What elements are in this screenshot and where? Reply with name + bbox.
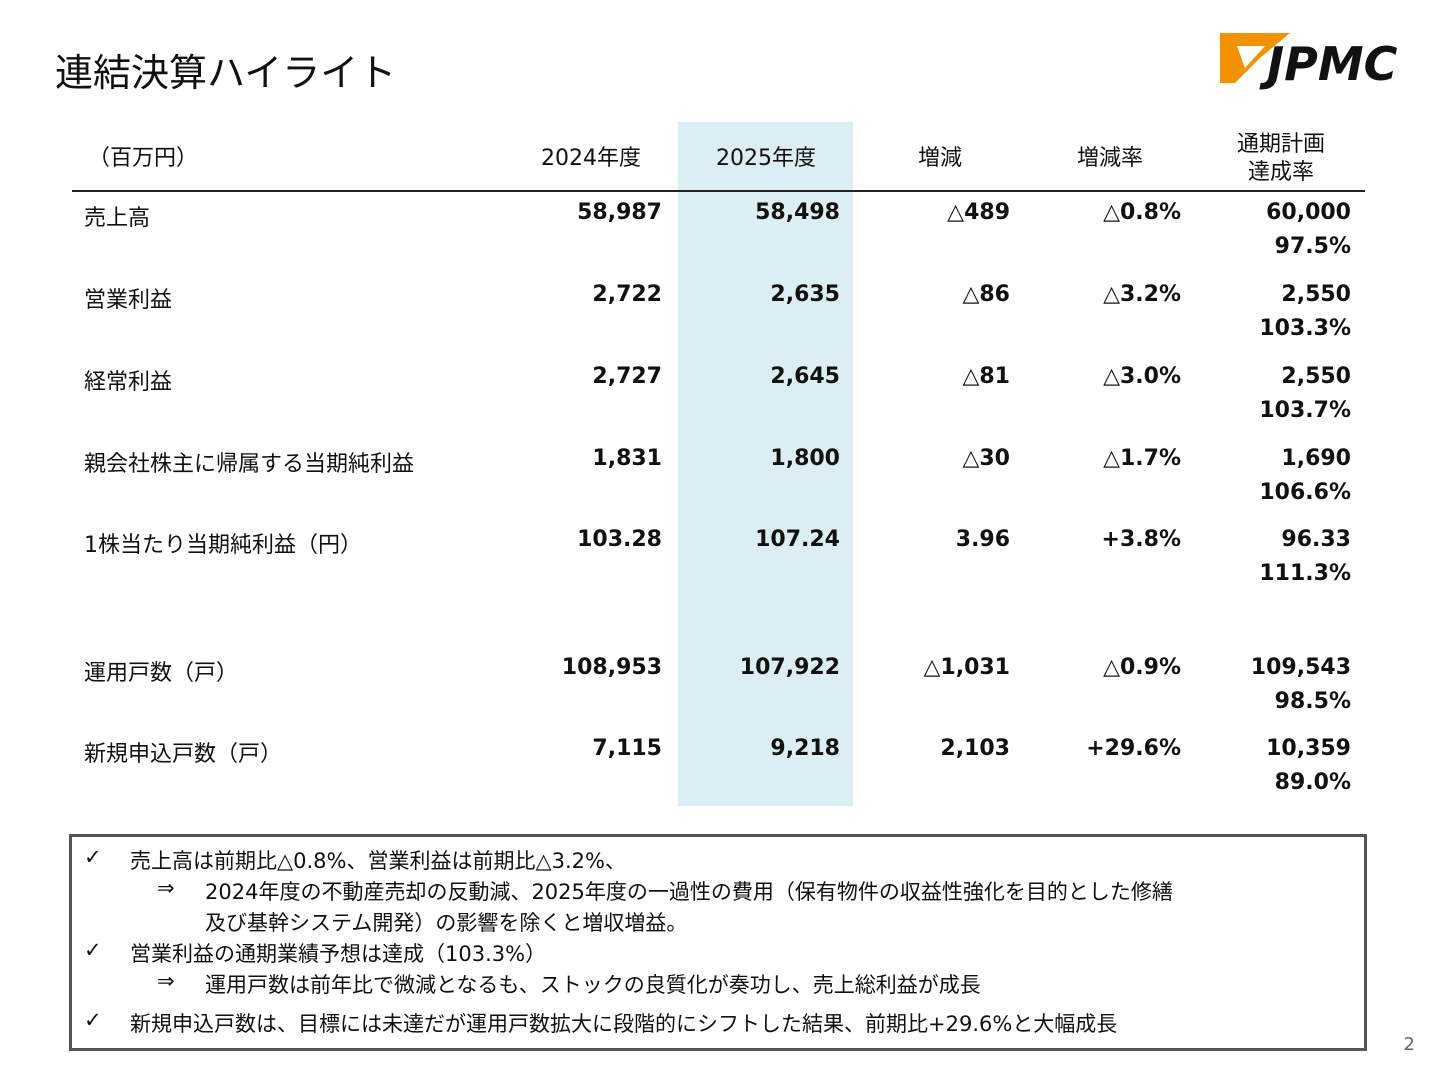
cell: △0.9% bbox=[1103, 655, 1181, 680]
cell: △489 bbox=[947, 200, 1010, 225]
note-sub-text: 運用戸数は前年比で微減となるも、ストックの良質化が奏功し、売上総利益が成長 bbox=[205, 973, 981, 997]
cell: 107.24 bbox=[755, 527, 840, 552]
highlight-column bbox=[678, 122, 853, 806]
logo-text: JPMC bbox=[1259, 37, 1398, 90]
cell: △81 bbox=[962, 364, 1010, 389]
cell: 107,922 bbox=[739, 655, 840, 680]
arrow-icon: ⇒ bbox=[157, 876, 175, 900]
cell: △30 bbox=[962, 446, 1010, 471]
column-header: 2024年度 bbox=[541, 146, 641, 171]
cell: 60,000 bbox=[1266, 200, 1351, 225]
logo: JPMC bbox=[1220, 33, 1398, 90]
notes-box bbox=[69, 834, 1367, 1051]
row-label: 新規申込戸数（戸） bbox=[84, 742, 283, 767]
cell: 2,645 bbox=[770, 364, 840, 389]
cell: +29.6% bbox=[1086, 736, 1181, 761]
cell: 1,690 bbox=[1281, 446, 1351, 471]
cell: △0.8% bbox=[1103, 200, 1181, 225]
arrow-icon: ⇒ bbox=[157, 969, 175, 993]
cell: 2,103 bbox=[940, 736, 1010, 761]
cell: 2,722 bbox=[592, 282, 662, 307]
cell: 2,635 bbox=[770, 282, 840, 307]
cell: 103.28 bbox=[577, 527, 662, 552]
cell: △3.0% bbox=[1103, 364, 1181, 389]
cell: △86 bbox=[962, 282, 1010, 307]
cell: △1,031 bbox=[923, 655, 1010, 680]
cell: 108,953 bbox=[561, 655, 662, 680]
cell: 58,987 bbox=[577, 200, 662, 225]
cell: 2,550 bbox=[1281, 364, 1351, 389]
column-header: 増減率 bbox=[1076, 146, 1143, 171]
achievement: 89.0% bbox=[1274, 770, 1351, 795]
note-text: 新規申込戸数は、目標には未達だが運用戸数拡大に段階的にシフトした結果、前期比+2… bbox=[130, 1012, 1118, 1036]
column-header: 達成率 bbox=[1247, 160, 1314, 185]
cell: 2,727 bbox=[592, 364, 662, 389]
check-icon: ✓ bbox=[84, 938, 102, 962]
page-number: 2 bbox=[1403, 1034, 1415, 1055]
cell: 58,498 bbox=[755, 200, 840, 225]
column-header: 増減 bbox=[917, 146, 962, 171]
achievement: 103.7% bbox=[1259, 398, 1351, 423]
cell: 7,115 bbox=[592, 736, 662, 761]
cell: 1,831 bbox=[592, 446, 662, 471]
header-rule bbox=[72, 190, 1365, 192]
row-label: 売上高 bbox=[84, 206, 151, 231]
cell: 9,218 bbox=[770, 736, 840, 761]
column-header: 2025年度 bbox=[716, 146, 816, 171]
note-text: 営業利益の通期業績予想は達成（103.3%） bbox=[130, 942, 547, 966]
row-label: 運用戸数（戸） bbox=[84, 661, 239, 686]
logo-mark-inner bbox=[1237, 46, 1265, 68]
cell: △3.2% bbox=[1103, 282, 1181, 307]
row-label: 経常利益 bbox=[84, 370, 173, 395]
check-icon: ✓ bbox=[84, 1008, 102, 1032]
check-icon: ✓ bbox=[84, 845, 102, 869]
column-header: （百万円） bbox=[88, 146, 199, 171]
cell: 1,800 bbox=[770, 446, 840, 471]
note-text: 売上高は前期比△0.8%、営業利益は前期比△3.2%、 bbox=[130, 849, 627, 873]
cell: 96.33 bbox=[1281, 527, 1351, 552]
achievement: 98.5% bbox=[1274, 689, 1351, 714]
column-header: 通期計画 bbox=[1236, 132, 1325, 157]
note-sub-text: 2024年度の不動産売却の反動減、2025年度の一過性の費用（保有物件の収益性強… bbox=[205, 880, 1173, 904]
logo-mark bbox=[1220, 33, 1290, 83]
note-sub-text: 及び基幹システム開発）の影響を除くと増収増益。 bbox=[205, 911, 688, 935]
achievement: 106.6% bbox=[1259, 480, 1351, 505]
cell: +3.8% bbox=[1101, 527, 1181, 552]
cell: 2,550 bbox=[1281, 282, 1351, 307]
row-label: 営業利益 bbox=[84, 288, 173, 313]
row-label: 1株当たり当期純利益（円） bbox=[84, 533, 362, 558]
cell: △1.7% bbox=[1103, 446, 1181, 471]
cell: 10,359 bbox=[1266, 736, 1351, 761]
achievement: 97.5% bbox=[1274, 234, 1351, 259]
slide-title: 連結決算ハイライト bbox=[55, 51, 397, 95]
achievement: 111.3% bbox=[1259, 561, 1351, 586]
cell: 3.96 bbox=[955, 527, 1010, 552]
row-label: 親会社株主に帰属する当期純利益 bbox=[84, 452, 415, 477]
cell: 109,543 bbox=[1250, 655, 1351, 680]
achievement: 103.3% bbox=[1259, 316, 1351, 341]
